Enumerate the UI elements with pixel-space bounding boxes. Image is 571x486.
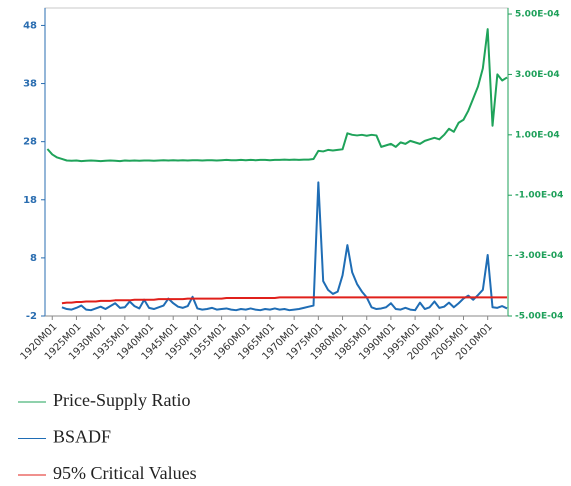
- y-tick-label: 48: [23, 20, 37, 31]
- y2-tick-label: 5.00E-04: [515, 10, 560, 20]
- series-line: [46, 28, 508, 163]
- y-tick-label: 18: [23, 195, 37, 206]
- plot-frame: [44, 7, 509, 317]
- y-tick-label: 38: [23, 79, 37, 90]
- y-tick-label: 28: [23, 137, 37, 148]
- legend-label: Price-Supply Ratio: [53, 390, 191, 410]
- y2-tick-label: 1.00E-04: [515, 130, 560, 140]
- y2-tick-label: -5.00E-04: [515, 312, 563, 322]
- y2-tick-label: -1.00E-04: [515, 191, 563, 201]
- legend-label: BSADF: [53, 427, 111, 447]
- y-tick-label: -2: [26, 311, 37, 322]
- legend-label: 95% Critical Values: [53, 463, 197, 483]
- y-tick-label: 8: [30, 253, 37, 264]
- series-line: [61, 181, 508, 312]
- series-line: [61, 296, 508, 305]
- y2-tick-label: 3.00E-04: [515, 70, 560, 80]
- y2-tick-label: -3.00E-04: [515, 251, 563, 261]
